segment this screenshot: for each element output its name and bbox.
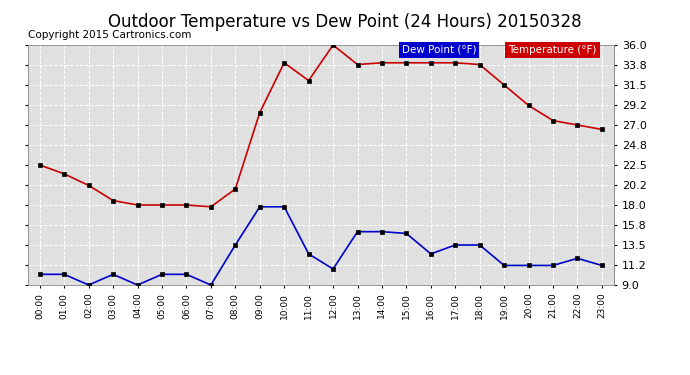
Text: Copyright 2015 Cartronics.com: Copyright 2015 Cartronics.com	[28, 30, 191, 40]
Text: Temperature (°F): Temperature (°F)	[509, 45, 597, 55]
Text: Dew Point (°F): Dew Point (°F)	[402, 45, 476, 55]
Text: Outdoor Temperature vs Dew Point (24 Hours) 20150328: Outdoor Temperature vs Dew Point (24 Hou…	[108, 13, 582, 31]
